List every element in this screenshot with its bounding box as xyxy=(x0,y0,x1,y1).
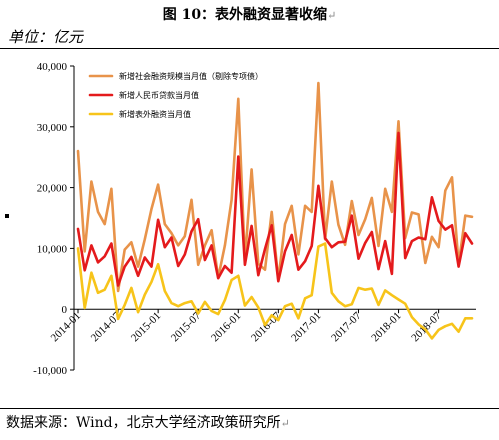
paragraph-mark: ↵ xyxy=(327,9,337,22)
x-tick-label: 2016-01 xyxy=(209,310,243,344)
x-tick-label: 2018-01 xyxy=(369,310,403,344)
x-tick-label: 2018-07 xyxy=(409,309,444,344)
series-line-2 xyxy=(76,131,474,287)
x-tick-label: 2016-07 xyxy=(249,309,284,344)
figure-title: 图 10：表外融资显著收缩↵ xyxy=(0,4,499,24)
figure-title-text: 图 10：表外融资显著收缩 xyxy=(162,7,328,23)
source-note: 数据来源：Wind，北京大学经济政策研究所↵ xyxy=(6,412,290,432)
series-line-3 xyxy=(76,242,474,340)
y-tick-label: -10,000 xyxy=(33,365,67,377)
bullet-marker xyxy=(5,214,9,218)
unit-label: 单位：亿元 xyxy=(8,28,84,46)
y-tick-label: 10,000 xyxy=(37,243,68,255)
y-tick-label: 20,000 xyxy=(37,183,68,195)
x-tick-label: 2017-01 xyxy=(289,310,323,344)
bottom-rule xyxy=(0,408,499,409)
chart-series xyxy=(76,81,474,340)
y-tick-label: 30,000 xyxy=(37,122,68,134)
source-text: 数据来源：Wind，北京大学经济政策研究所 xyxy=(6,415,281,431)
legend-label: 新增人民币贷款当月值 xyxy=(119,90,199,100)
x-tick-label: 2015-01 xyxy=(129,310,163,344)
top-rule xyxy=(0,48,499,49)
y-tick-label: 0 xyxy=(62,304,68,316)
y-tick-label: 40,000 xyxy=(37,61,68,73)
x-tick-label: 2017-07 xyxy=(329,309,364,344)
paragraph-mark: ↵ xyxy=(280,417,290,430)
legend-label: 新增社会融资规模当月值（剔除专项债） xyxy=(119,71,263,81)
legend-label: 新增表外融资当月值 xyxy=(119,109,191,119)
